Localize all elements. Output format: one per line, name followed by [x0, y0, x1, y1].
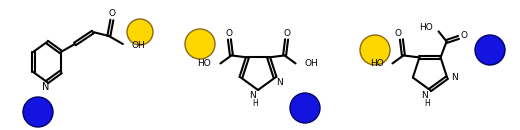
- Circle shape: [475, 35, 505, 65]
- Circle shape: [127, 19, 153, 45]
- Text: O: O: [283, 29, 290, 38]
- Text: N: N: [250, 90, 256, 99]
- Text: N: N: [451, 73, 458, 82]
- Circle shape: [290, 93, 320, 123]
- Text: OH: OH: [305, 59, 318, 68]
- Text: H: H: [252, 99, 258, 109]
- Text: H: H: [424, 99, 430, 109]
- Circle shape: [360, 35, 390, 65]
- Text: O: O: [108, 9, 115, 18]
- Text: N: N: [276, 78, 282, 87]
- Text: HO: HO: [197, 59, 211, 68]
- Text: HO: HO: [370, 59, 383, 68]
- Circle shape: [23, 97, 53, 127]
- Text: N: N: [422, 90, 428, 99]
- Circle shape: [185, 29, 215, 59]
- Text: HO: HO: [419, 23, 433, 32]
- Text: O: O: [460, 31, 467, 40]
- Text: O: O: [226, 29, 233, 38]
- Text: OH: OH: [132, 41, 146, 50]
- Text: N: N: [42, 82, 50, 92]
- Text: O: O: [395, 29, 402, 38]
